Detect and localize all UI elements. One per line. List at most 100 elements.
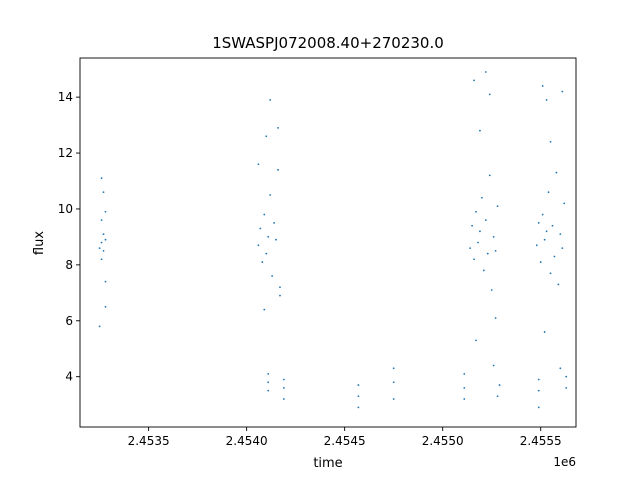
data-point bbox=[357, 384, 360, 386]
x-tick-label: 2.4540 bbox=[226, 434, 268, 448]
y-tick-label: 6 bbox=[65, 314, 73, 328]
data-point bbox=[261, 261, 264, 263]
data-point bbox=[267, 381, 270, 384]
data-point bbox=[543, 238, 546, 241]
data-point bbox=[479, 230, 481, 233]
data-point bbox=[463, 372, 466, 375]
data-point bbox=[475, 210, 477, 213]
data-point bbox=[265, 135, 268, 138]
y-tick-label: 12 bbox=[58, 146, 73, 160]
data-point bbox=[545, 99, 548, 101]
data-point bbox=[357, 406, 360, 409]
data-points bbox=[98, 71, 568, 409]
data-point bbox=[267, 389, 270, 392]
data-point bbox=[463, 398, 466, 400]
data-point bbox=[488, 174, 491, 177]
data-point bbox=[494, 317, 497, 319]
data-point bbox=[282, 386, 285, 389]
data-point bbox=[100, 258, 103, 261]
data-point bbox=[263, 213, 266, 216]
data-point bbox=[563, 202, 566, 205]
y-tick-label: 8 bbox=[65, 258, 73, 272]
data-point bbox=[547, 191, 550, 194]
x-tick-label: 2.4555 bbox=[520, 434, 562, 448]
y-tick-label: 14 bbox=[58, 90, 73, 104]
data-point bbox=[102, 249, 105, 252]
data-point bbox=[490, 289, 493, 291]
data-point bbox=[279, 286, 281, 289]
data-point bbox=[357, 395, 360, 398]
y-tick-label: 10 bbox=[58, 202, 73, 216]
data-point bbox=[104, 280, 107, 283]
data-point bbox=[494, 249, 497, 252]
data-point bbox=[537, 389, 540, 392]
data-point bbox=[269, 194, 272, 196]
data-point bbox=[543, 331, 546, 333]
data-point bbox=[269, 99, 272, 101]
data-point bbox=[565, 375, 568, 378]
x-axis-label: time bbox=[313, 456, 342, 471]
data-point bbox=[277, 126, 279, 129]
data-point bbox=[100, 241, 103, 244]
x-tick-label: 2.4550 bbox=[422, 434, 464, 448]
data-point bbox=[537, 378, 540, 381]
data-point bbox=[484, 71, 487, 73]
data-point bbox=[100, 219, 103, 222]
data-point bbox=[392, 367, 395, 370]
data-point bbox=[265, 252, 268, 255]
data-point bbox=[561, 90, 564, 93]
data-point bbox=[100, 177, 103, 180]
data-point bbox=[559, 367, 562, 370]
data-point bbox=[98, 247, 101, 249]
data-point bbox=[104, 238, 107, 241]
data-point bbox=[463, 386, 466, 389]
data-point bbox=[486, 252, 489, 255]
data-point bbox=[477, 241, 479, 244]
data-point bbox=[473, 258, 475, 261]
data-point bbox=[480, 196, 483, 199]
data-point bbox=[471, 224, 473, 227]
data-point bbox=[553, 255, 556, 258]
chart-title: 1SWASPJ072008.40+270230.0 bbox=[212, 34, 444, 52]
data-point bbox=[496, 395, 499, 398]
data-point bbox=[259, 227, 262, 230]
y-axis-label: flux bbox=[32, 231, 47, 255]
data-point bbox=[565, 386, 568, 389]
data-point bbox=[277, 168, 279, 171]
x-tick-label: 2.4535 bbox=[128, 434, 170, 448]
data-point bbox=[275, 238, 277, 241]
data-point bbox=[551, 224, 554, 227]
data-point bbox=[102, 233, 105, 236]
data-point bbox=[561, 247, 564, 249]
data-point bbox=[537, 222, 540, 224]
data-point bbox=[392, 381, 395, 384]
data-point bbox=[488, 93, 491, 96]
data-point bbox=[267, 372, 270, 375]
x-axis-offset-label: 1e6 bbox=[553, 455, 576, 469]
data-point bbox=[559, 233, 562, 236]
data-point bbox=[484, 219, 487, 222]
data-point bbox=[545, 230, 548, 233]
data-point bbox=[498, 384, 501, 386]
data-point bbox=[98, 325, 101, 328]
data-point bbox=[282, 398, 285, 400]
data-point bbox=[496, 205, 499, 208]
data-point bbox=[257, 163, 260, 166]
data-point bbox=[267, 236, 270, 238]
data-point bbox=[473, 79, 475, 82]
data-point bbox=[257, 244, 260, 247]
data-point bbox=[492, 236, 495, 238]
data-point bbox=[469, 247, 472, 249]
data-point bbox=[541, 213, 544, 216]
data-point bbox=[102, 191, 105, 194]
data-point bbox=[555, 171, 558, 174]
data-point bbox=[539, 261, 542, 263]
data-point bbox=[541, 85, 544, 87]
x-tick-label: 2.4545 bbox=[324, 434, 366, 448]
data-point bbox=[549, 272, 552, 275]
data-point bbox=[263, 308, 266, 311]
data-point bbox=[549, 140, 552, 143]
y-axis-ticks: 4 6 8 10 12 14 bbox=[58, 90, 80, 384]
